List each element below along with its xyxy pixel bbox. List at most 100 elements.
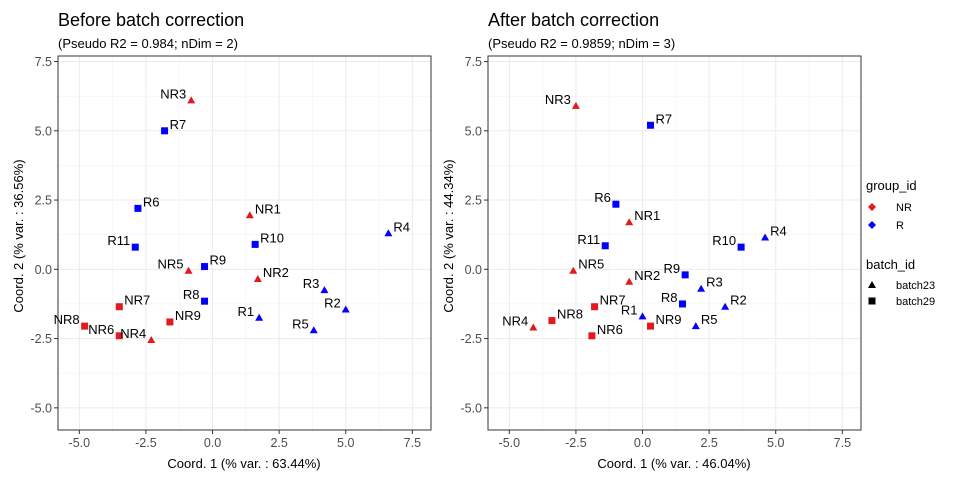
point-r5 (691, 322, 700, 330)
point-label-nr1: NR1 (255, 201, 281, 216)
point-label-r8: R8 (183, 287, 200, 302)
x-tick-label: 5.0 (337, 436, 354, 450)
panel-2-ylabel: Coord. 2 (% var. : 44.34%) (441, 159, 456, 312)
legend-square-marker (868, 297, 876, 305)
point-label-r11: R11 (107, 233, 130, 248)
y-tick-label: 7.5 (35, 55, 52, 69)
y-tick-label: 2.5 (465, 194, 482, 208)
legend-color-title: group_id (866, 178, 917, 193)
legend-nr-diamond (868, 203, 876, 211)
point-r8 (678, 300, 686, 308)
point-nr7 (591, 303, 599, 311)
panel-1: -5.0 -2.5 0.0 2.5 5.0 7.5 -5.0 -2.5 0.0 2.5 5.0 7.5… (30, 55, 432, 450)
point-label-nr4: NR4 (502, 313, 528, 328)
y-tick-label: -5.0 (30, 401, 52, 415)
y-tick-label: 5.0 (35, 124, 52, 138)
point-label-nr2: NR2 (263, 265, 289, 280)
point-label-nr7: NR7 (600, 293, 626, 308)
point-label-nr3: NR3 (160, 86, 186, 101)
legend-shape-title: batch_id (866, 257, 915, 272)
panel-2: -5.0 -2.5 0.0 2.5 5.0 7.5 -5.0 -2.5 0.0 2.5 5.0 7.5… (460, 55, 862, 450)
point-label-nr1: NR1 (634, 208, 660, 223)
point-r2 (341, 305, 350, 313)
point-nr8 (548, 317, 556, 325)
y-tick-label: 0.0 (465, 263, 482, 277)
x-tick-label: 5.0 (767, 436, 784, 450)
point-r3 (320, 286, 329, 294)
panel-border (57, 55, 432, 431)
y-tick-label: -2.5 (30, 332, 52, 346)
x-tick-label: 2.5 (270, 436, 287, 450)
point-nr5 (184, 266, 193, 274)
point-r2 (721, 302, 730, 310)
point-nr4 (529, 323, 538, 331)
point-label-r11: R11 (577, 232, 600, 247)
point-label-nr9: NR9 (175, 308, 201, 323)
point-nr2 (253, 275, 262, 283)
point-nr3 (571, 101, 580, 109)
point-nr9 (166, 318, 174, 326)
panel-1-ylabel: Coord. 2 (% var. : 36.56%) (11, 159, 26, 312)
x-tick-label: 7.5 (404, 436, 421, 450)
point-label-nr6: NR6 (88, 322, 114, 337)
point-label-r1: R1 (238, 304, 255, 319)
x-tick-label: 7.5 (834, 436, 851, 450)
point-r10 (251, 240, 259, 248)
panel-2-xlabel: Coord. 1 (% var. : 46.04%) (597, 456, 750, 471)
point-r4 (384, 229, 393, 237)
point-label-nr2: NR2 (634, 268, 660, 283)
point-nr7 (115, 303, 123, 311)
panel-1-xlabel: Coord. 1 (% var. : 63.44%) (167, 456, 320, 471)
legend: group_id NR R batch_id batch23 batch29 (866, 178, 935, 308)
point-label-r8: R8 (661, 290, 678, 305)
point-r9 (681, 271, 689, 279)
point-label-nr7: NR7 (124, 293, 150, 308)
point-r7 (161, 127, 169, 135)
point-label-nr5: NR5 (578, 257, 604, 272)
point-r5 (309, 326, 318, 334)
panel-2-subtitle: (Pseudo R2 = 0.9859; nDim = 3) (488, 36, 675, 51)
point-nr6 (588, 332, 596, 340)
point-label-nr8: NR8 (557, 307, 583, 322)
point-label-r3: R3 (303, 276, 320, 291)
point-label-nr8: NR8 (54, 312, 80, 327)
point-nr5 (569, 266, 578, 274)
point-label-nr3: NR3 (545, 92, 571, 107)
point-label-r4: R4 (393, 219, 410, 234)
x-tick-label: -2.5 (135, 436, 157, 450)
point-label-r2: R2 (730, 293, 747, 308)
point-label-r5: R5 (701, 312, 718, 327)
point-r8 (201, 297, 209, 305)
point-label-r4: R4 (770, 223, 787, 238)
panel-1-title: Before batch correction (58, 10, 244, 30)
point-r1 (638, 312, 647, 320)
panel-2-title: After batch correction (488, 10, 659, 30)
point-r6 (134, 204, 142, 212)
panel-1-subtitle: (Pseudo R2 = 0.984; nDim = 2) (58, 36, 238, 51)
panel-border (487, 55, 862, 431)
point-label-r9: R9 (210, 253, 227, 268)
point-r11 (601, 242, 609, 250)
y-tick-label: 5.0 (465, 124, 482, 138)
point-label-r6: R6 (594, 190, 611, 205)
point-label-r7: R7 (656, 111, 673, 126)
legend-shape-label-batch23: batch23 (896, 280, 935, 292)
y-tick-label: -5.0 (460, 401, 482, 415)
x-tick-label: -2.5 (565, 436, 587, 450)
legend-color-label-r: R (896, 220, 904, 232)
point-r4 (761, 233, 770, 241)
point-nr9 (647, 322, 655, 330)
y-tick-label: 0.0 (35, 263, 52, 277)
point-r1 (255, 313, 264, 321)
x-tick-label: 0.0 (204, 436, 221, 450)
point-label-nr6: NR6 (597, 322, 623, 337)
point-label-nr4: NR4 (120, 326, 146, 341)
x-tick-label: 2.5 (700, 436, 717, 450)
point-label-r5: R5 (292, 316, 309, 331)
legend-shape-label-batch29: batch29 (896, 296, 935, 308)
point-r7 (647, 121, 655, 129)
point-nr6 (115, 332, 123, 340)
legend-color-label-nr: NR (896, 202, 912, 214)
point-label-r1: R1 (621, 302, 638, 317)
